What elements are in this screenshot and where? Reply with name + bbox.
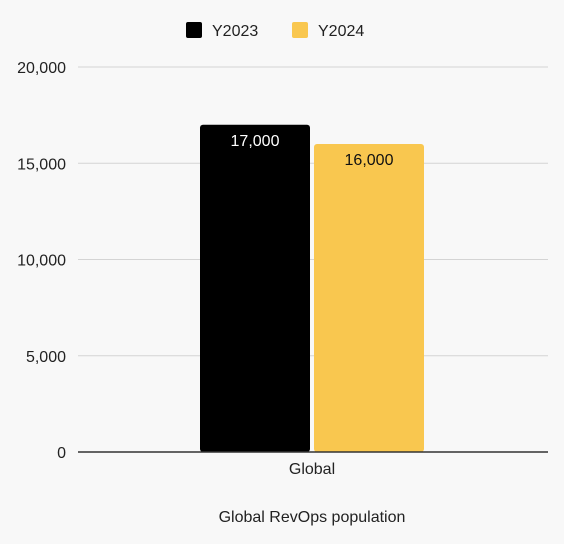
category-label-global: Global xyxy=(289,461,335,478)
y-tick-label: 15,000 xyxy=(17,156,66,173)
data-labels: 17,000 16,000 xyxy=(231,133,394,169)
legend-label-y2023: Y2023 xyxy=(212,23,258,40)
bar-y2024 xyxy=(314,144,424,452)
bars xyxy=(200,124,424,452)
y-axis-ticks: 0 5,000 10,000 15,000 20,000 xyxy=(17,60,66,462)
bar-y2023 xyxy=(200,124,310,452)
y-tick-label: 10,000 xyxy=(17,253,66,270)
legend-swatch-y2023 xyxy=(186,22,202,38)
legend: Y2023 Y2024 xyxy=(186,22,364,40)
data-label-y2024: 16,000 xyxy=(345,152,394,169)
y-tick-label: 5,000 xyxy=(26,349,66,366)
legend-label-y2024: Y2024 xyxy=(318,23,364,40)
legend-swatch-y2024 xyxy=(292,22,308,38)
y-tick-label: 20,000 xyxy=(17,60,66,77)
data-label-y2023: 17,000 xyxy=(231,133,280,150)
gridlines xyxy=(78,66,548,357)
y-tick-label: 0 xyxy=(57,445,66,462)
x-axis-title: Global RevOps population xyxy=(219,509,406,526)
